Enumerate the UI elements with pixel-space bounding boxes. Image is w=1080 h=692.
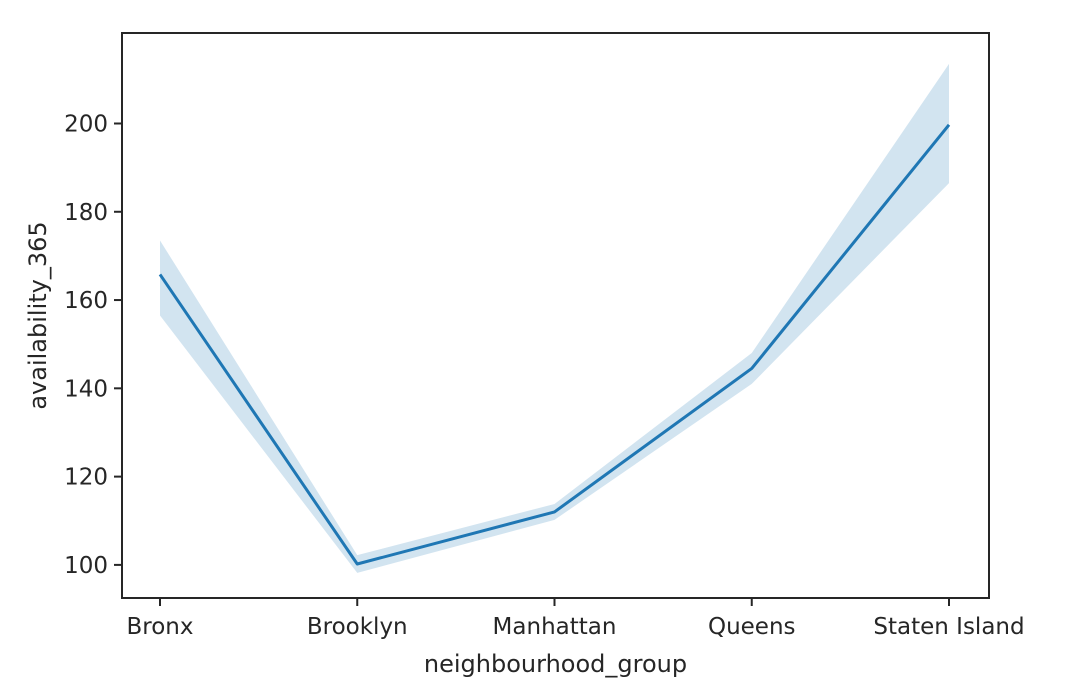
y-axis-ticks: 100 120 140 160 180 200 xyxy=(64,111,122,579)
series-0-confidence-band xyxy=(160,63,949,573)
series-lines xyxy=(158,123,951,566)
y-tick-label: 140 xyxy=(64,376,108,402)
y-tick-label: 180 xyxy=(64,200,108,226)
x-tick-label: Brooklyn xyxy=(307,614,408,640)
confidence-bands xyxy=(160,63,949,573)
x-tick-label: Queens xyxy=(708,614,796,640)
y-tick-label: 160 xyxy=(64,288,108,314)
y-tick-label: 120 xyxy=(64,465,108,491)
series-0-line xyxy=(158,123,951,566)
x-tick-label: Manhattan xyxy=(493,614,617,640)
y-tick-label: 200 xyxy=(64,111,108,137)
x-axis-title: neighbourhood_group xyxy=(424,650,687,678)
x-axis-ticks: Bronx Brooklyn Manhattan Queens Staten Islan… xyxy=(127,598,1025,640)
x-tick-label: Staten Island xyxy=(873,614,1024,640)
y-axis-title: availability_365 xyxy=(24,221,52,409)
y-tick-label: 100 xyxy=(64,553,108,579)
x-tick-label: Bronx xyxy=(127,614,194,640)
